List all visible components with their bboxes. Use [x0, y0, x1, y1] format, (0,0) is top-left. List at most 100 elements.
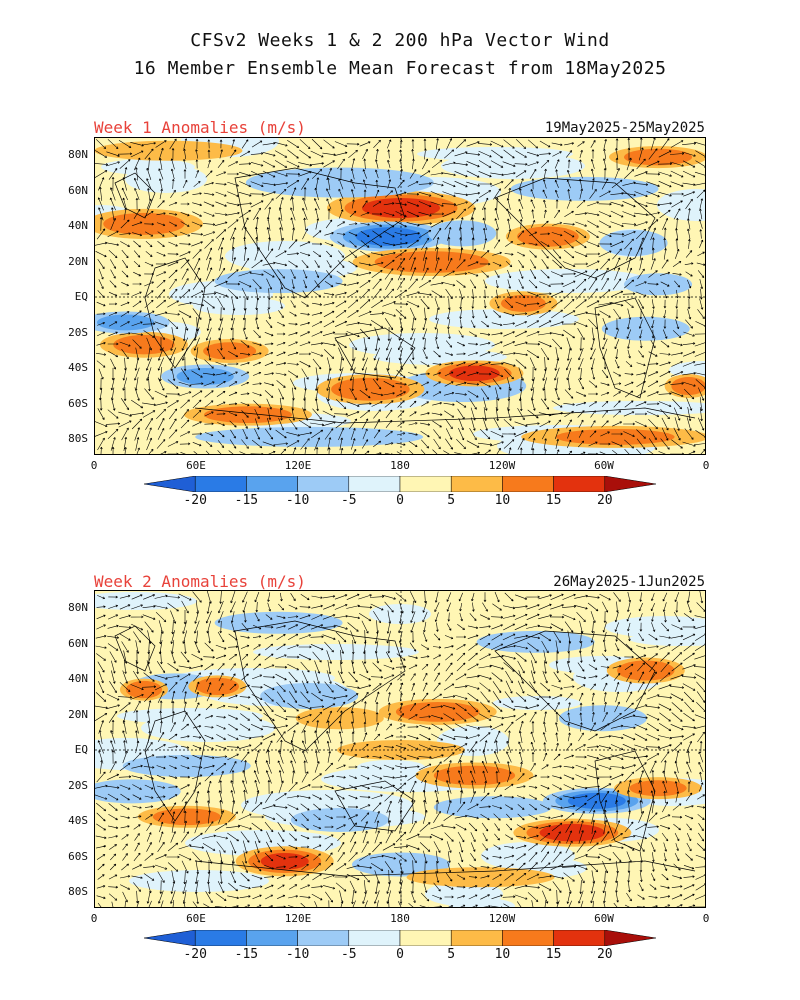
lat-tick-label: 60S — [68, 849, 88, 863]
colorbar-swatch — [553, 929, 606, 947]
lon-tick-label: 120E — [284, 459, 312, 472]
colorbar-swatch — [297, 475, 350, 493]
coastline — [594, 750, 656, 852]
colorbar-label: -10 — [285, 947, 310, 962]
coastline — [594, 297, 656, 399]
anomaly-contour — [555, 428, 675, 445]
anomaly-contour — [539, 823, 606, 842]
coastline — [234, 620, 406, 752]
anomaly-contour — [245, 167, 434, 198]
lon-tick-label: 60E — [186, 459, 206, 472]
colorbar-label: -15 — [234, 947, 259, 962]
panel1-map — [94, 137, 706, 455]
colorbar-swatch — [553, 475, 606, 493]
lon-tick-label: 60E — [186, 912, 206, 925]
anomaly-contour — [395, 701, 480, 722]
colorbar-swatch — [604, 475, 657, 493]
lat-tick-label: 80N — [68, 148, 88, 161]
coastline — [144, 257, 206, 369]
colorbar-swatch — [297, 929, 350, 947]
anomaly-contour — [629, 780, 687, 797]
chart-subtitle: 16 Member Ensemble Mean Forecast from 18… — [133, 58, 667, 79]
colorbar-label: 15 — [545, 947, 562, 962]
coastline — [494, 177, 656, 279]
anomaly-contour — [204, 406, 292, 423]
anomaly-contour — [295, 707, 384, 730]
colorbar-label: 10 — [494, 947, 511, 962]
coastline — [334, 780, 416, 832]
anomaly-contour — [558, 705, 647, 732]
anomaly-contour — [214, 269, 343, 294]
anomaly-contour — [601, 316, 690, 341]
colorbar-swatch — [246, 475, 298, 493]
lon-tick-label: 0 — [702, 912, 710, 925]
lon-tick-label: 120E — [284, 912, 312, 925]
anomaly-contour — [195, 677, 240, 696]
anomaly-field — [95, 138, 705, 454]
colorbar-swatch — [502, 929, 554, 947]
colorbar-label: 20 — [596, 947, 613, 962]
anomaly-contour — [671, 377, 705, 396]
anomaly-contour — [96, 314, 155, 331]
colorbar-swatch — [399, 475, 452, 493]
lat-tick-label: 60N — [68, 183, 88, 197]
anomaly-contour — [599, 229, 668, 256]
panel1-title: Week 1 Anomalies (m/s) — [94, 118, 306, 137]
anomaly-contour — [290, 807, 389, 832]
panel2-title: Week 2 Anomalies (m/s) — [94, 572, 306, 591]
colorbar-label: -5 — [340, 493, 357, 508]
colorbar-label: -20 — [183, 493, 207, 508]
anomaly-contour — [331, 377, 410, 401]
panel2-colorbar: -20 -15 -10 -5 0 5 10 15 20 — [143, 929, 658, 962]
lat-tick-label: EQ — [74, 290, 88, 303]
lat-tick-label: 40N — [68, 219, 88, 232]
anomaly-contour — [103, 212, 185, 235]
anomaly-contour — [517, 226, 579, 247]
lat-tick-label: 20S — [68, 325, 88, 339]
anomaly-contour — [122, 754, 251, 777]
lat-tick-label: 60S — [68, 396, 88, 410]
anomaly-contour — [476, 630, 595, 653]
anomaly-field — [95, 591, 705, 907]
anomaly-contour — [406, 867, 555, 888]
lat-tick-label: 20N — [68, 707, 88, 721]
lon-tick-label: 120W — [488, 459, 516, 472]
coastline — [114, 625, 156, 672]
lat-tick-label: EQ — [74, 743, 88, 756]
colorbar-label: 20 — [596, 493, 613, 508]
anomaly-contour — [355, 227, 422, 246]
lon-tick-label: 0 — [90, 912, 98, 925]
lon-tick-label: 180 — [390, 459, 410, 472]
lat-tick-label: 40S — [68, 361, 88, 374]
lon-tick-label: 60W — [594, 912, 614, 925]
wind-vectors — [95, 591, 705, 907]
colorbar-swatch — [502, 475, 554, 493]
colorbar-swatch — [194, 929, 247, 947]
anomaly-contour — [617, 660, 675, 681]
anomaly-contour — [95, 140, 243, 161]
coastline — [114, 172, 156, 219]
colorbar-label: -20 — [183, 947, 207, 962]
lat-tick-label: 80N — [68, 601, 88, 614]
wind-vectors — [95, 138, 705, 454]
lon-tick-label: 180 — [390, 912, 410, 925]
panel2-map — [94, 590, 706, 908]
anomaly-contour — [433, 765, 516, 786]
colorbar-label: 0 — [396, 947, 404, 962]
colorbar-swatch — [604, 929, 657, 947]
lat-tick-label: 60N — [68, 636, 88, 650]
lat-tick-label: 40S — [68, 814, 88, 827]
anomaly-contour — [125, 680, 163, 699]
lat-tick-label: 20N — [68, 254, 88, 268]
chart-title: CFSv2 Weeks 1 & 2 200 hPa Vector Wind — [190, 30, 610, 51]
lat-tick-label: 40N — [68, 672, 88, 685]
coastline — [234, 167, 406, 299]
colorbar-swatch — [348, 475, 401, 493]
lat-tick-label: 20S — [68, 778, 88, 792]
colorbar-swatch — [194, 475, 247, 493]
colorbar-label: -10 — [285, 493, 310, 508]
lon-tick-label: 0 — [90, 459, 98, 472]
colorbar-swatch — [399, 929, 452, 947]
colorbar-label: 5 — [447, 947, 456, 962]
colorbar-label: 15 — [545, 493, 562, 508]
